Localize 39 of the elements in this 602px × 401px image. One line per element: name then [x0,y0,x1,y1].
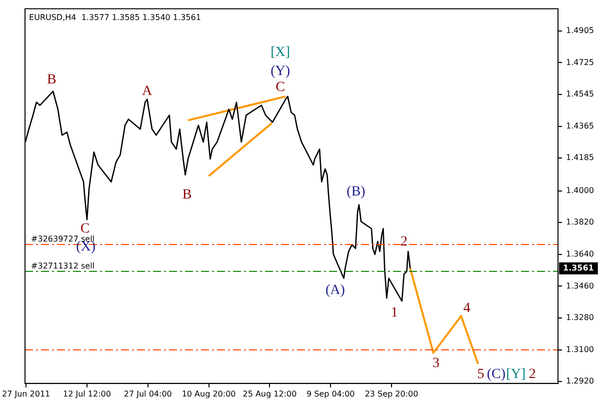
y-tick-label: 1.2920 [566,376,594,386]
y-tick-label: 1.4905 [566,26,594,35]
annotation: 1 [390,306,398,321]
annotation: C [276,80,285,95]
annotation: (A) [326,282,346,298]
x-tick-label: 27 Jul 04:00 [124,389,172,398]
y-tick-label: 1.3100 [566,344,594,354]
annotation: B [182,188,192,203]
y-tick-label: 1.4000 [566,186,594,195]
text: EURUSD,H4 1.3577 1.3585 1.3540 1.3561 [29,12,201,22]
x-tick-label: 25 Aug 12:00 [242,389,297,398]
annotation: A [142,84,154,99]
y-tick-label: 1.4185 [566,153,594,162]
x-tick-label: 23 Sep 20:00 [364,389,418,398]
x-tick-label: 10 Aug 20:00 [182,389,236,398]
x-tick-label: 27 Jun 2011 [2,389,50,398]
y-tick-label: 1.3280 [566,313,594,322]
annotation: 2 [400,234,408,250]
annotation: B [47,72,56,88]
annotation: 4 [463,300,470,316]
y-tick-label: 1.4365 [566,121,594,130]
y-tick-label: 1.3460 [566,281,594,290]
annotation: (B) [346,184,366,200]
text: 1.3561 [563,263,594,272]
y-tick-label: 1.4725 [566,58,594,67]
annotation: 3 [432,356,440,372]
annotation: 5 [477,367,484,382]
x-tick-label: 9 Sep 04:00 [306,389,355,398]
ref-line-label: #32711312 sell [31,261,95,270]
y-tick-label: 1.3640 [566,249,594,258]
annotation: [Y] [506,367,526,382]
annotation: [X] [270,44,290,60]
y-tick-label: 1.3820 [566,218,594,227]
annotation: 2 [528,367,536,382]
y-tick-label: 1.4545 [566,90,594,99]
x-tick-label: 12 Jul 12:00 [62,389,111,398]
annotation: (Y) [270,64,290,80]
annotation: (C) [486,367,506,382]
annotation: C [80,221,90,236]
